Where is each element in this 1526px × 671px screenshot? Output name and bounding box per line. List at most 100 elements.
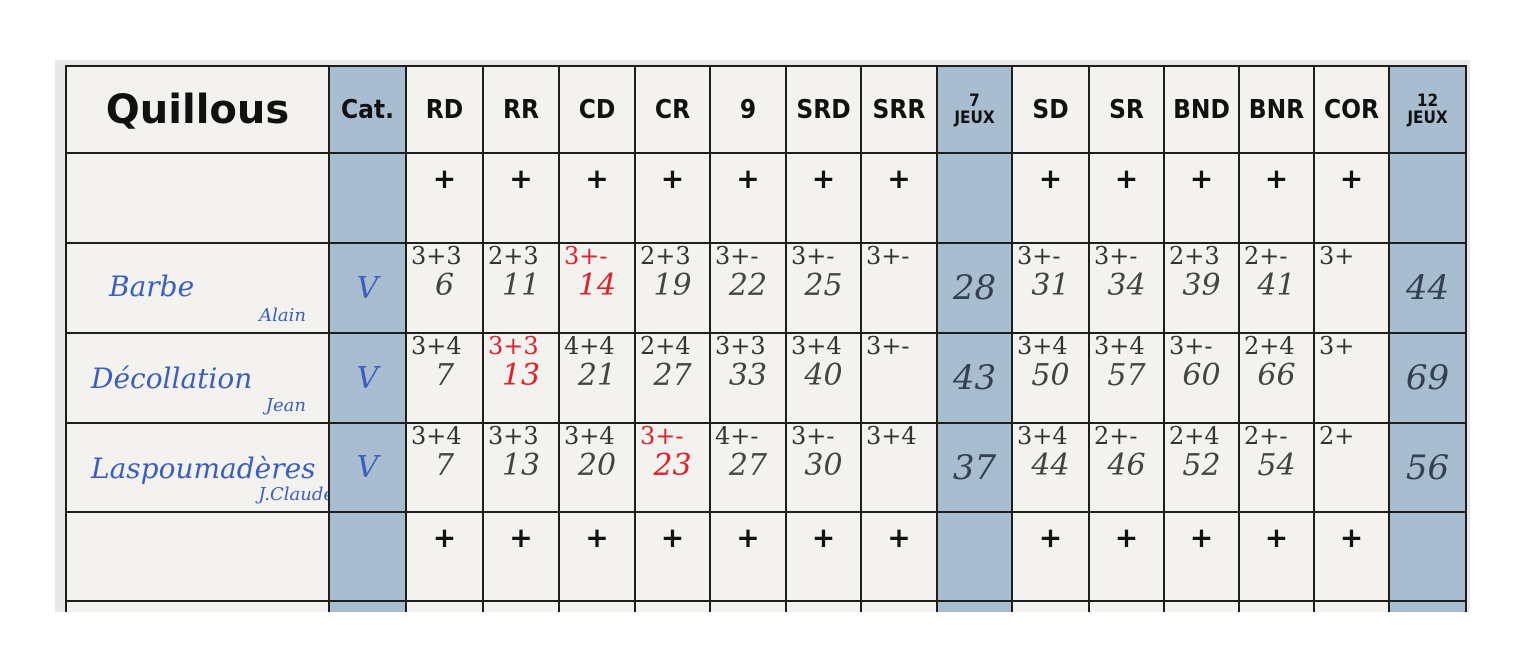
blank-row: ++++++++++++: [65, 152, 1467, 244]
column-header: CR: [634, 65, 711, 154]
game-total: 43: [952, 358, 997, 398]
plus-cell: +: [1163, 511, 1240, 602]
column-header: BND: [1163, 65, 1240, 154]
round-points: 3+-: [791, 243, 835, 270]
score-cell: 2+3 39: [1163, 242, 1240, 334]
title-cell: Quillous: [65, 65, 330, 154]
round-points: 2+3: [488, 243, 539, 270]
plus-cell: [936, 152, 1013, 244]
column-header: SRD: [785, 65, 862, 154]
plus-cell: +: [1163, 152, 1240, 244]
score-cell: 2+- 46: [1088, 422, 1165, 513]
round-points: 3+3: [715, 333, 766, 360]
score-cell: 3+: [1313, 242, 1390, 334]
round-points: 3+4: [1017, 333, 1068, 360]
running-total: 52: [1182, 448, 1221, 483]
score-cell: 3+- 60: [1163, 332, 1240, 424]
plus-cell: [1388, 600, 1467, 612]
name-cell: Décollation Jean: [65, 332, 330, 424]
plus-cell: +: [709, 152, 787, 244]
name-cell: [65, 600, 330, 612]
column-header: CD: [558, 65, 636, 154]
plus-cell: +: [1088, 152, 1165, 244]
plus-cell: [1388, 152, 1467, 244]
plus-cell: +: [785, 152, 862, 244]
running-total: 57: [1107, 358, 1146, 393]
plus-cell: +: [482, 152, 560, 244]
score-cell: 3+4 40: [785, 332, 862, 424]
score-cell: 3+-: [860, 242, 938, 334]
round-points: 3+4: [866, 423, 917, 450]
running-total: 66: [1257, 358, 1296, 393]
plus-cell: +: [1238, 600, 1315, 612]
score-cell: 2+4 52: [1163, 422, 1240, 513]
plus-cell: +: [860, 152, 938, 244]
score-cell: 3+- 34: [1088, 242, 1165, 334]
running-total: 50: [1031, 358, 1070, 393]
plus-cell: +: [1313, 152, 1390, 244]
running-total: 33: [728, 358, 768, 393]
first-name: J.Claude: [258, 484, 329, 505]
score-cell: 3+4 20: [558, 422, 636, 513]
score-cell: 3+-: [860, 332, 938, 424]
running-total: 27: [728, 448, 768, 483]
running-total: 41: [1257, 268, 1296, 303]
round-points: 3+-: [1017, 243, 1061, 270]
column-header: SRR: [860, 65, 938, 154]
round-points: 3+4: [564, 423, 615, 450]
running-total: 25: [804, 268, 843, 303]
plus-cell: [328, 511, 407, 602]
round-points: 2+3: [1169, 243, 1220, 270]
round-points: 3+4: [791, 333, 842, 360]
plus-cell: +: [785, 511, 862, 602]
running-total: 13: [501, 448, 541, 483]
category: V: [328, 332, 407, 424]
plus-cell: +: [1011, 152, 1090, 244]
header-row: Quillous Cat. RD RR CD CR 9 SRD SRR 7 JEUX SD SR BND…: [65, 65, 1467, 154]
round-points: 3+-: [640, 423, 684, 450]
plus-cell: +: [634, 600, 711, 612]
name-cell: [65, 152, 330, 244]
round-points: 3+-: [564, 243, 608, 270]
score-cell: 4+4 21: [558, 332, 636, 424]
running-total: 54: [1257, 448, 1296, 483]
plus-cell: +: [1313, 511, 1390, 602]
plus-cell: +: [1238, 511, 1315, 602]
score-cell: 2+3 19: [634, 242, 711, 334]
score-cell: 2+4 27: [634, 332, 711, 424]
plus-cell: +: [1088, 600, 1165, 612]
score-cell: 3+3 33: [709, 332, 787, 424]
plus-cell: [936, 511, 1013, 602]
column-header: 7 JEUX: [936, 65, 1013, 154]
plus-cell: [936, 600, 1013, 612]
plus-cell: +: [405, 152, 484, 244]
player-name: Barbe: [109, 270, 195, 303]
blank-row: ++++++++++++: [65, 600, 1467, 612]
game-total: 28: [952, 268, 997, 308]
round-points: 3+-: [791, 423, 835, 450]
running-total: 7: [434, 358, 455, 393]
round-points: 2+3: [640, 243, 691, 270]
score-cell: 3+- 23: [634, 422, 711, 513]
score-cell: 3+- 31: [1011, 242, 1090, 334]
round-points: 3+-: [1094, 243, 1138, 270]
score-cell: 3+4 50: [1011, 332, 1090, 424]
game-total: 37: [952, 447, 997, 488]
score-cell: 4+- 27: [709, 422, 787, 513]
player-row: Barbe Alain V 3+3 6 2+3 11 3+- 14 2+3 19 3+- 22 3+- 25…: [65, 242, 1467, 334]
running-total: 22: [728, 268, 768, 303]
score-cell: 44: [1388, 242, 1467, 334]
score-cell: 43: [936, 332, 1013, 424]
plus-cell: +: [709, 511, 787, 602]
round-points: 3+-: [866, 333, 910, 360]
plus-cell: +: [1011, 511, 1090, 602]
name-cell: Laspoumadères J.Claude: [65, 422, 330, 513]
running-total: 13: [501, 358, 541, 393]
round-points: 2+4: [1169, 423, 1220, 450]
plus-cell: +: [482, 511, 560, 602]
plus-cell: +: [860, 511, 938, 602]
running-total: 31: [1031, 268, 1070, 303]
game-total: 69: [1405, 358, 1450, 398]
score-cell: 3+4 44: [1011, 422, 1090, 513]
score-cell: 2+4 66: [1238, 332, 1315, 424]
